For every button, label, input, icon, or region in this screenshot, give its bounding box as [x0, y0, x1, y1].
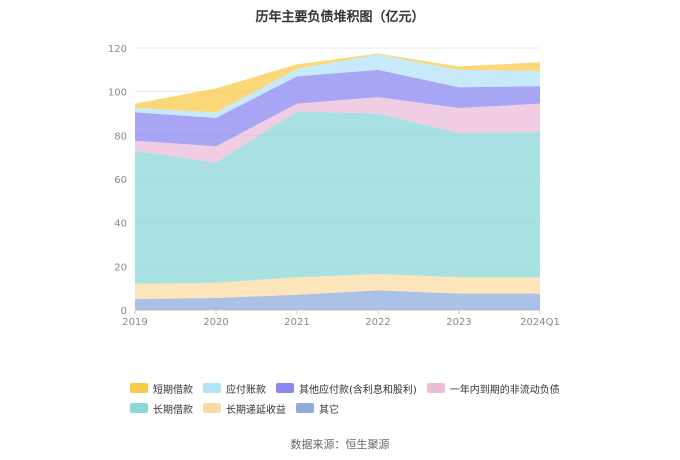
legend-item[interactable]: 一年内到期的非流动负债 — [426, 381, 560, 396]
area-series-长期借款[interactable] — [135, 111, 540, 284]
legend-label: 应付账款 — [226, 384, 266, 396]
x-tick-label: 2024Q1 — [520, 317, 560, 328]
legend-item[interactable]: 应付账款 — [203, 381, 266, 396]
legend-swatch — [276, 383, 294, 393]
legend-swatch — [203, 403, 221, 413]
legend-label: 长期递延收益 — [226, 404, 286, 416]
legend-swatch — [203, 383, 221, 393]
area-series-其它[interactable] — [135, 290, 540, 310]
legend-row: 短期借款 应付账款 其他应付款(含利息和股利) 一年内到期的非流动负债 — [130, 378, 590, 398]
area-series-应付账款[interactable] — [135, 54, 540, 118]
x-tick-label: 2020 — [203, 317, 228, 328]
legend-swatch — [130, 383, 148, 393]
legend-swatch — [296, 403, 314, 413]
legend-item[interactable]: 长期递延收益 — [203, 401, 286, 416]
legend-item[interactable]: 其它 — [296, 401, 339, 416]
y-tick-label: 20 — [114, 262, 127, 273]
legend-label: 其他应付款(含利息和股利) — [299, 384, 417, 396]
x-tick-label: 2022 — [365, 317, 390, 328]
legend-row: 长期借款 长期递延收益 其它 — [130, 398, 590, 418]
area-series-一年内到期的非流动负债[interactable] — [135, 97, 540, 163]
legend-item[interactable]: 短期借款 — [130, 381, 193, 396]
area-series-短期借款[interactable] — [135, 53, 540, 113]
area-series-其他应付款(含利息和股利)[interactable] — [135, 69, 540, 147]
area-series-长期递延收益[interactable] — [135, 273, 540, 300]
legend-swatch — [426, 383, 445, 393]
legend-label: 其它 — [319, 404, 339, 416]
x-tick-label: 2023 — [446, 317, 471, 328]
x-tick-label: 2021 — [284, 317, 309, 328]
legend-label: 长期借款 — [153, 404, 193, 416]
legend-label: 短期借款 — [153, 384, 193, 396]
legend-label: 一年内到期的非流动负债 — [449, 384, 560, 396]
data-source-note: 数据来源：恒生聚源 — [290, 438, 390, 451]
chart-title: 历年主要负债堆积图（亿元） — [255, 10, 425, 25]
area-series-group — [135, 53, 540, 310]
y-tick-label: 40 — [114, 219, 127, 230]
y-tick-label: 60 — [114, 175, 127, 186]
y-tick-label: 120 — [108, 44, 127, 55]
chart-legend: 短期借款 应付账款 其他应付款(含利息和股利) 一年内到期的非流动负债 长期借款 长期递… — [130, 378, 590, 418]
x-axis-ticks: 2019 2020 2021 2022 2023 2024Q1 — [122, 310, 560, 328]
y-tick-label: 100 — [108, 88, 127, 99]
legend-item[interactable]: 其他应付款(含利息和股利) — [276, 381, 417, 396]
y-tick-label: 80 — [114, 131, 127, 142]
y-tick-label: 0 — [121, 306, 127, 317]
legend-swatch — [130, 403, 148, 413]
legend-item[interactable]: 长期借款 — [130, 401, 193, 416]
stacked-area-chart: 0 20 40 60 80 100 120 2019 2020 2021 2022 2023 2024… — [108, 44, 560, 328]
y-axis-ticks: 0 20 40 60 80 100 120 — [108, 44, 127, 317]
x-tick-label: 2019 — [122, 317, 147, 328]
